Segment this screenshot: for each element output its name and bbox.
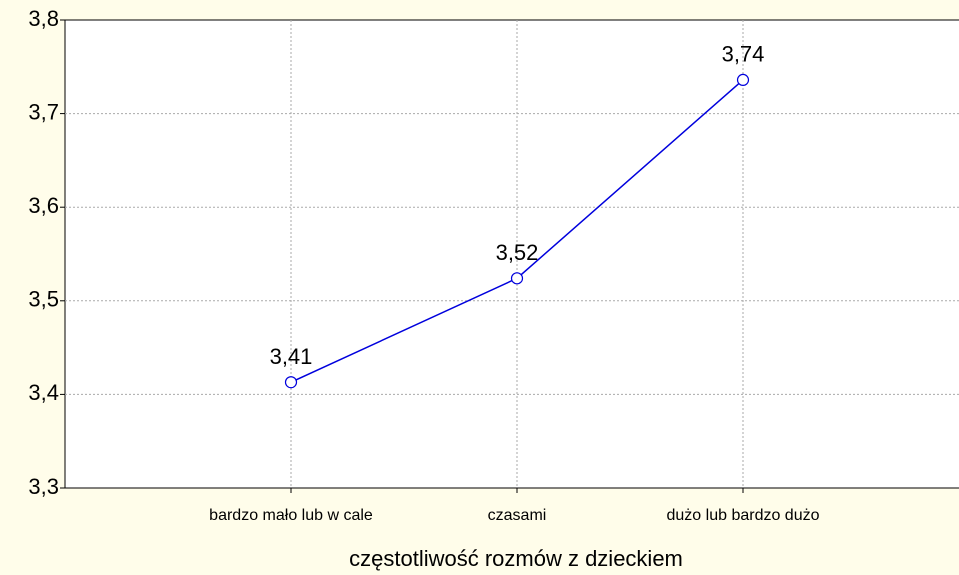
data-label: 3,52 [496,240,539,265]
x-axis-label: częstotliwość rozmów z dzieckiem [349,546,683,571]
x-tick-label: bardzo mało lub w cale [209,507,373,524]
point [284,376,298,389]
x-tick-label: czasami [488,507,547,524]
y-tick-label: 3,5 [28,287,59,312]
x-tick-label: dużo lub bardzo dużo [667,507,820,524]
data-label: 3,74 [722,42,765,67]
y-tick-label: 3,3 [28,474,59,499]
y-tick-label: 3,7 [28,99,59,124]
y-tick-label: 3,4 [28,380,59,405]
y-tick-label: 3,6 [28,193,59,218]
data-label: 3,41 [270,344,313,369]
plot-area [64,19,959,489]
point [510,272,524,285]
y-tick-label: 3,8 [28,6,59,31]
point [736,73,750,87]
